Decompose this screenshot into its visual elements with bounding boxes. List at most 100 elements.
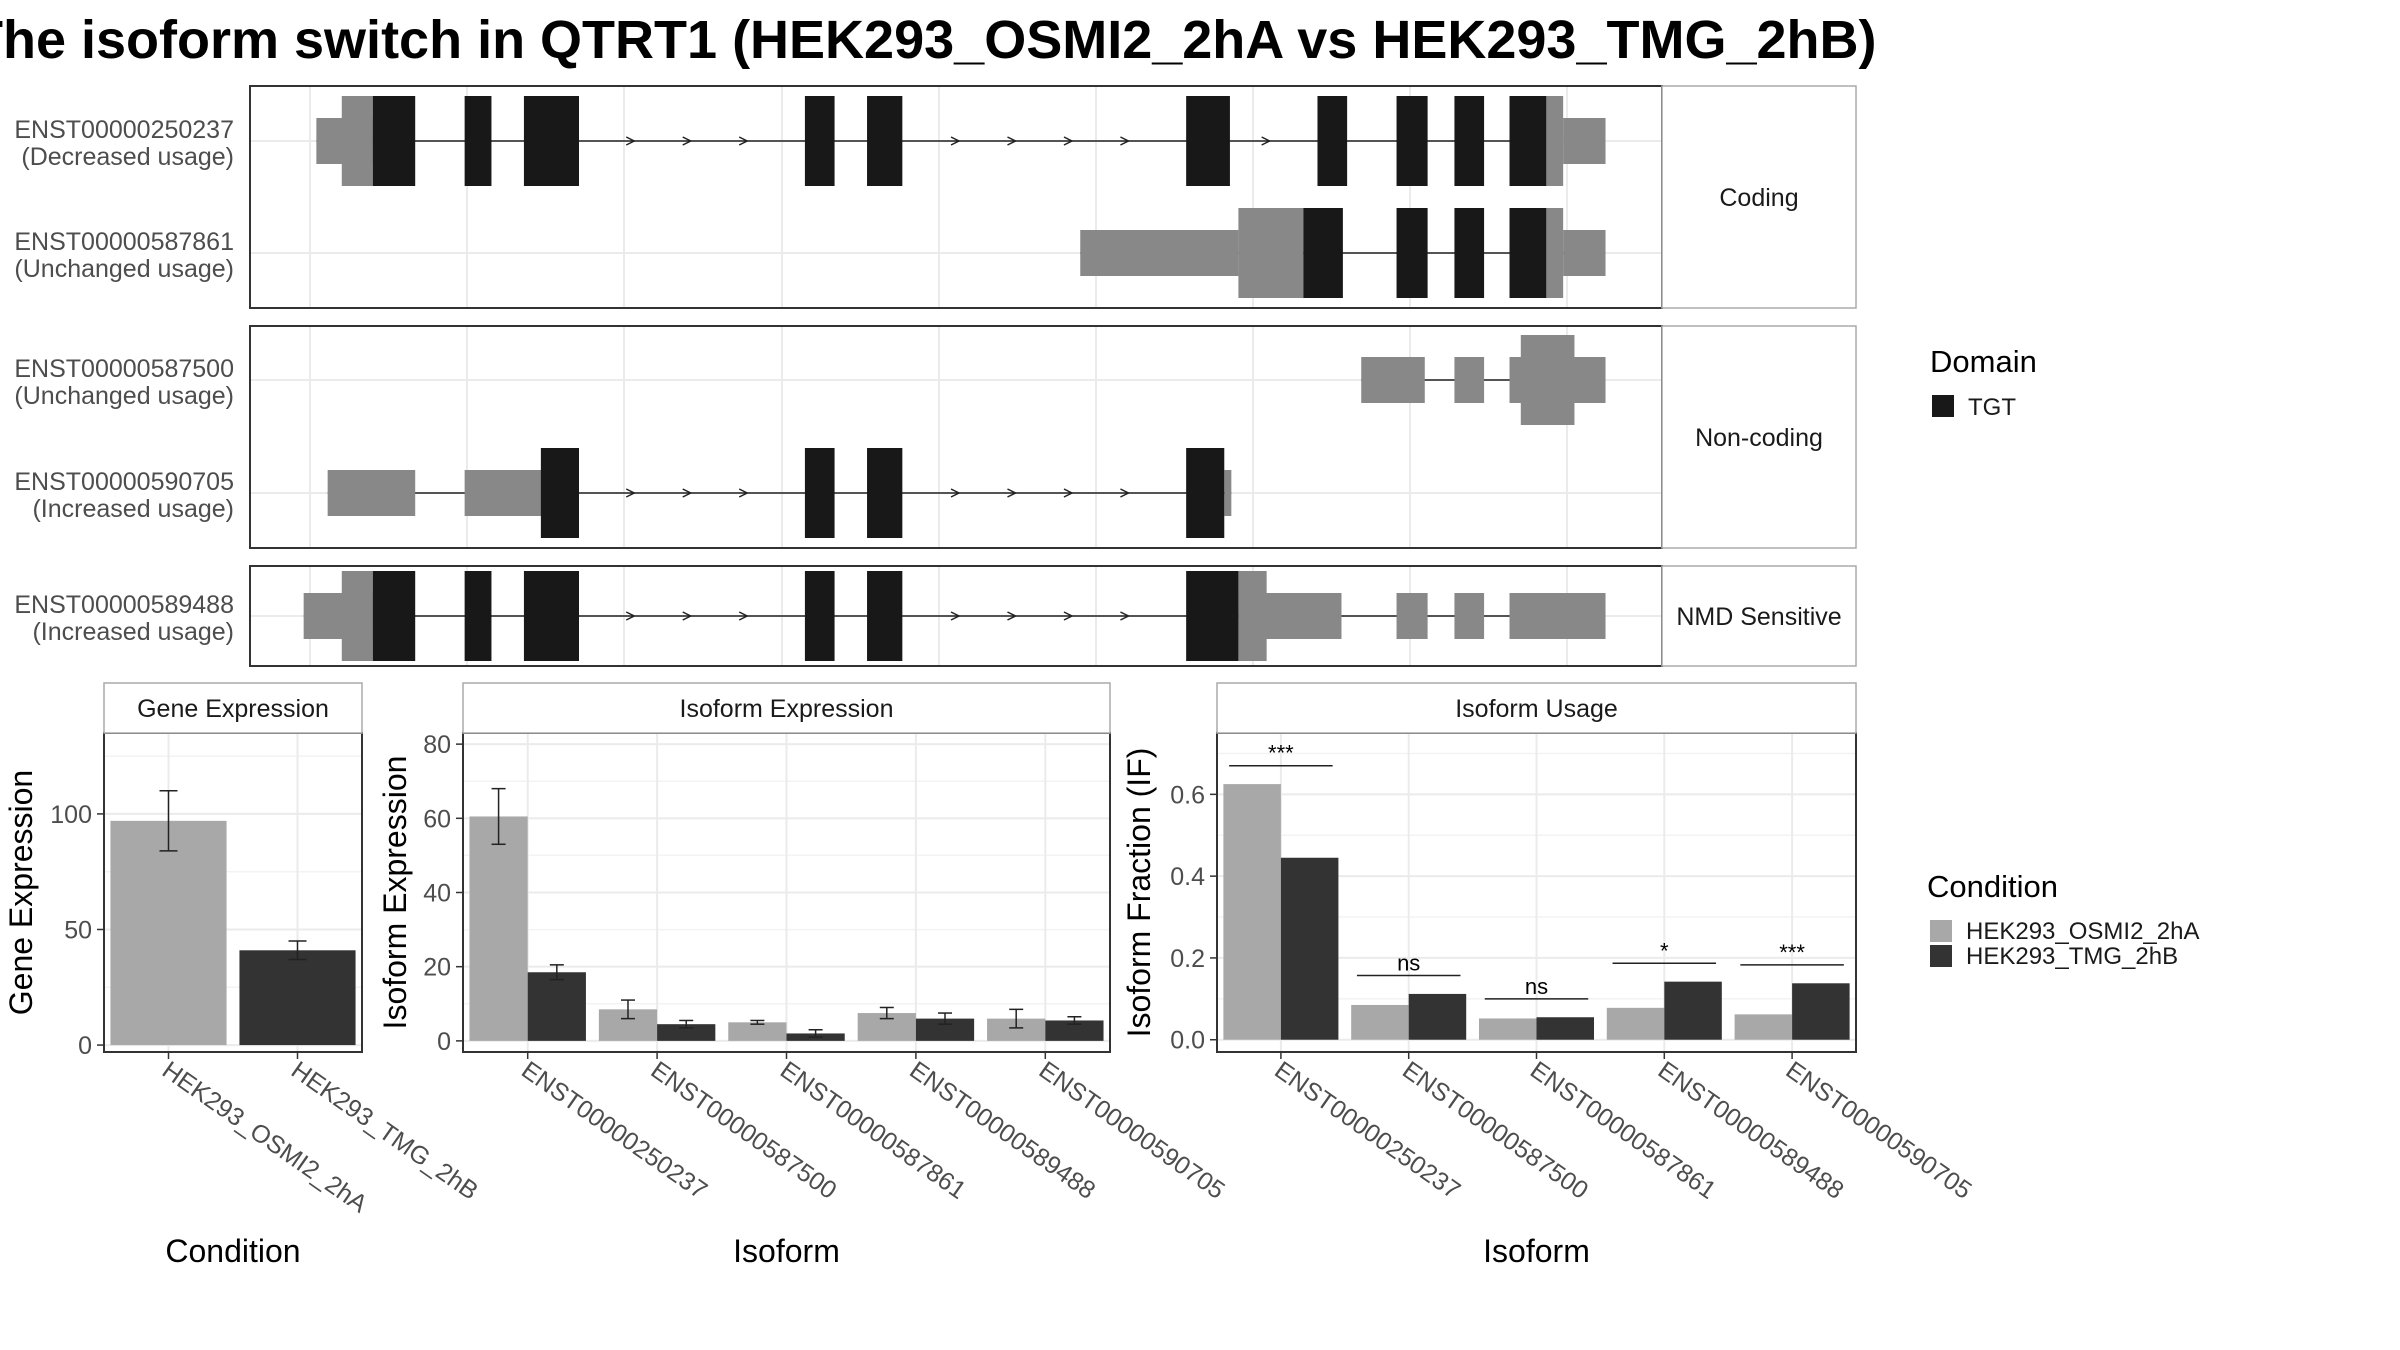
condition-legend-title: Condition — [1927, 869, 2058, 904]
transcript-usage-label: (Increased usage) — [32, 618, 234, 646]
coding-exon — [1520, 335, 1575, 425]
bar-HEK293_TMG_2hB-ENST00000587500 — [657, 1024, 716, 1041]
tgt-domain-exon — [867, 96, 903, 186]
tgt-domain-exon — [1396, 96, 1428, 186]
tgt-domain-exon — [804, 448, 835, 538]
bar-HEK293_TMG_2hB-ENST00000590705 — [1792, 983, 1850, 1040]
strip-box — [462, 682, 1111, 734]
tgt-domain-exon — [1186, 571, 1239, 661]
tgt-domain-exon — [867, 571, 903, 661]
significance-label: * — [1660, 938, 1669, 963]
bar-HEK293_TMG_2hB-ENST00000587861 — [1536, 1017, 1595, 1040]
transcript-ENST00000587500: ENST00000587500(Unchanged usage) — [14, 335, 1606, 425]
bar-HEK293_TMG_2hB-ENST00000590705 — [1045, 1020, 1104, 1041]
transcript-id-label: ENST00000587500 — [14, 355, 234, 383]
bar-HEK293_OSMI2_2hA-ENST00000250237 — [1223, 784, 1281, 1040]
structure-panel-bg — [250, 86, 1662, 308]
strand-arrow — [1063, 611, 1074, 621]
utr-exon — [1509, 593, 1606, 639]
coding-exon — [1238, 208, 1304, 298]
chart-title: Isoform Expression — [680, 695, 894, 723]
bar-HEK293_TMG_2hB-ENST00000587500 — [1408, 993, 1467, 1040]
legend-key-condition-0 — [1930, 920, 1952, 942]
transcript-usage-label: (Increased usage) — [32, 495, 234, 523]
transcript-id-label: ENST00000250237 — [14, 116, 234, 144]
utr-exon — [1454, 593, 1485, 639]
utr-exon — [1396, 593, 1428, 639]
strand-arrow — [950, 611, 961, 621]
tgt-domain-exon — [1303, 208, 1343, 298]
tgt-domain-exon — [1454, 96, 1485, 186]
significance-label: ns — [1525, 974, 1548, 999]
coding-exon — [1238, 571, 1267, 661]
y-tick-label: 0.2 — [1170, 945, 1205, 973]
bar-HEK293_OSMI2_2hA-ENST00000250237 — [469, 816, 528, 1041]
transcript-usage-label: (Unchanged usage) — [14, 255, 234, 283]
tgt-domain-exon — [523, 96, 579, 186]
structure-group-2: ENST00000589488(Increased usage) NMD Sens… — [14, 565, 1857, 667]
x-axis-title: Isoform — [733, 1233, 840, 1269]
legend-label-condition-1: HEK293_TMG_2hB — [1966, 943, 2178, 970]
significance-label: *** — [1779, 940, 1805, 965]
tgt-domain-exon — [372, 571, 416, 661]
utr-exon — [1563, 118, 1606, 164]
bar-HEK293_TMG_2hB-ENST00000250237 — [527, 972, 586, 1041]
y-tick-label: 50 — [64, 916, 92, 944]
y-tick-label: 0 — [437, 1028, 451, 1056]
tgt-domain-exon — [804, 96, 835, 186]
strand-arrow — [1007, 136, 1018, 146]
tgt-domain-exon — [540, 448, 579, 538]
figure-title: The isoform switch in QTRT1 (HEK293_OSMI… — [0, 10, 1876, 70]
structure-panel-bg — [250, 326, 1662, 548]
chart-title: Isoform Usage — [1455, 695, 1618, 723]
tgt-domain-exon — [523, 571, 579, 661]
tgt-domain-exon — [1317, 96, 1348, 186]
x-tick-label: HEK293_OSMI2_2hA — [157, 1056, 373, 1219]
y-tick-label: 0.4 — [1170, 863, 1205, 891]
y-tick-label: 40 — [423, 880, 451, 908]
tgt-domain-exon — [372, 96, 416, 186]
transcript-structure-panel: ENST00000250237(Decreased usage) ENST0000… — [14, 85, 1857, 667]
bar-HEK293_OSMI2_2hA-ENST00000589488 — [1606, 1007, 1665, 1040]
isoform-expression-chart: Isoform Expression020406080ENST000002502… — [377, 682, 1230, 1269]
utr-exon — [1454, 357, 1485, 403]
strand-arrow — [1120, 611, 1131, 621]
strand-arrow — [738, 488, 749, 498]
utr-exon — [1080, 230, 1239, 276]
strand-arrow — [682, 611, 693, 621]
legend-label-tgt: TGT — [1968, 394, 2016, 421]
y-axis-title: Isoform Expression — [377, 756, 413, 1030]
transcript-id-label: ENST00000589488 — [14, 591, 234, 619]
structure-strip-box — [1661, 565, 1857, 667]
transcript-id-label: ENST00000590705 — [14, 468, 234, 496]
bar-HEK293_OSMI2_2hA-ENST00000587500 — [1351, 1004, 1409, 1040]
strand-arrow — [738, 611, 749, 621]
y-tick-label: 100 — [50, 801, 92, 829]
strand-arrow — [950, 136, 961, 146]
strand-arrow — [682, 488, 693, 498]
transcript-usage-label: (Decreased usage) — [21, 143, 234, 171]
bar-HEK293_OSMI2_2hA-ENST00000587861 — [1478, 1018, 1537, 1040]
bar-HEK293_TMG_2hB — [239, 950, 356, 1046]
legend-key-condition-1 — [1930, 945, 1952, 967]
structure-group-1: ENST00000587500(Unchanged usage)ENST0000… — [14, 325, 1857, 549]
strip-box — [1216, 682, 1857, 734]
tgt-domain-exon — [804, 571, 835, 661]
utr-exon — [1361, 357, 1425, 403]
x-axis-title: Isoform — [1483, 1233, 1590, 1269]
coding-exon — [341, 571, 373, 661]
bar-HEK293_OSMI2_2hA-ENST00000590705 — [987, 1018, 1046, 1041]
strand-arrow — [682, 136, 693, 146]
bar-HEK293_TMG_2hB-ENST00000250237 — [1280, 857, 1339, 1040]
y-tick-label: 20 — [423, 954, 451, 982]
tgt-domain-exon — [1509, 208, 1547, 298]
strand-arrow — [738, 136, 749, 146]
transcript-ENST00000590705: ENST00000590705(Increased usage) — [14, 448, 1232, 538]
structure-strip-label: NMD Sensitive — [1676, 603, 1841, 631]
tgt-domain-exon — [1454, 208, 1485, 298]
y-tick-label: 60 — [423, 805, 451, 833]
y-tick-label: 0.6 — [1170, 781, 1205, 809]
